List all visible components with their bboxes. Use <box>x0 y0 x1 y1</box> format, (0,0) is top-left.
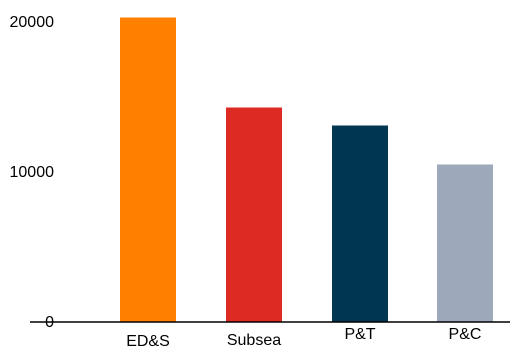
bar-subsea <box>226 107 282 322</box>
x-category-label: ED&S <box>126 333 170 350</box>
bar-p-t <box>332 125 388 322</box>
x-category-label: Subsea <box>227 332 281 349</box>
x-category-label: P&T <box>344 326 375 343</box>
y-tick-label: 20000 <box>10 14 55 31</box>
y-tick-label: 0 <box>45 314 54 331</box>
bar-p-c <box>437 164 493 322</box>
y-tick-labels: 0 10000 20000 <box>10 14 55 331</box>
x-category-label: P&C <box>449 326 482 343</box>
bar-ed-s <box>120 17 176 322</box>
x-category-labels: ED&S Subsea P&T P&C <box>126 326 481 350</box>
bars-group <box>120 17 493 322</box>
y-tick-label: 10000 <box>10 164 55 181</box>
